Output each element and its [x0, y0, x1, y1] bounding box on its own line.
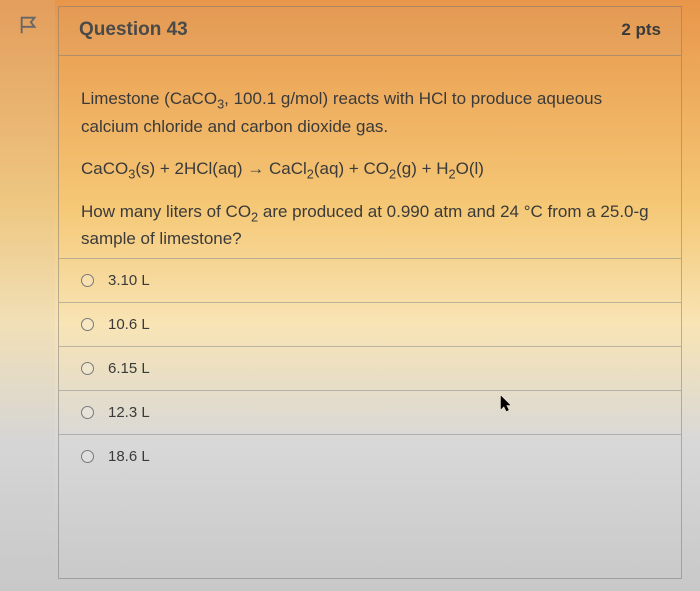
option-label: 10.6 L — [108, 316, 150, 333]
option-row[interactable]: 12.3 L — [59, 390, 681, 434]
option-row[interactable]: 3.10 L — [59, 258, 681, 302]
radio-icon[interactable] — [81, 274, 94, 287]
question-header: Question 43 2 pts — [59, 7, 681, 56]
flag-icon[interactable] — [18, 14, 40, 36]
left-margin — [0, 0, 55, 591]
option-label: 6.15 L — [108, 360, 150, 377]
radio-icon[interactable] — [81, 318, 94, 331]
option-label: 12.3 L — [108, 404, 150, 421]
options-list: 3.10 L 10.6 L 6.15 L 12.3 L 18.6 L — [59, 258, 681, 478]
question-prompt: Limestone (CaCO3, 100.1 g/mol) reacts wi… — [81, 86, 659, 139]
chemical-equation: CaCO3(s) + 2HCl(aq) → CaCl2(aq) + CO2(g)… — [81, 155, 659, 185]
option-row[interactable]: 6.15 L — [59, 346, 681, 390]
option-label: 3.10 L — [108, 272, 150, 289]
radio-icon[interactable] — [81, 406, 94, 419]
question-body: Limestone (CaCO3, 100.1 g/mol) reacts wi… — [59, 56, 681, 500]
radio-icon[interactable] — [81, 450, 94, 463]
question-followup: How many liters of CO2 are produced at 0… — [81, 199, 659, 252]
option-row[interactable]: 10.6 L — [59, 302, 681, 346]
question-title: Question 43 — [79, 19, 188, 41]
option-row[interactable]: 18.6 L — [59, 434, 681, 478]
radio-icon[interactable] — [81, 362, 94, 375]
option-label: 18.6 L — [108, 448, 150, 465]
question-container: Question 43 2 pts Limestone (CaCO3, 100.… — [58, 6, 682, 579]
question-points: 2 pts — [621, 20, 661, 40]
